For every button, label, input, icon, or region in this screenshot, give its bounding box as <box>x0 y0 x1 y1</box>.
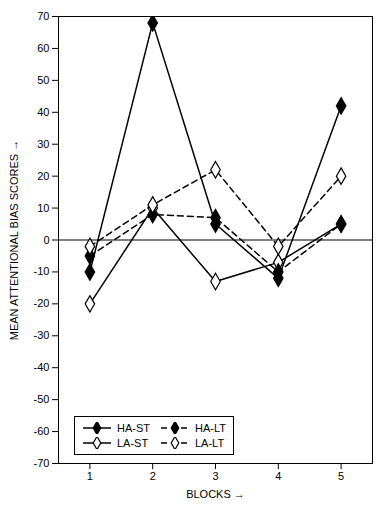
html-text:LA-LT: LA-LT <box>195 437 225 449</box>
svg-text:-10: -10 <box>34 265 50 277</box>
svg-text:-40: -40 <box>34 361 50 373</box>
svg-text:50: 50 <box>37 74 49 86</box>
svg-text:10: 10 <box>37 202 49 214</box>
html-text:HA-LT: HA-LT <box>195 422 226 434</box>
svg-text:60: 60 <box>37 42 49 54</box>
svg-text:2: 2 <box>150 470 156 482</box>
svg-text:70: 70 <box>37 10 49 22</box>
svg-text:-20: -20 <box>34 297 50 309</box>
svg-text:-70: -70 <box>34 457 50 469</box>
svg-text:3: 3 <box>212 470 218 482</box>
svg-text:BLOCKS →: BLOCKS → <box>186 488 245 500</box>
svg-text:-60: -60 <box>34 425 50 437</box>
svg-text:0: 0 <box>43 234 49 246</box>
svg-text:5: 5 <box>338 470 344 482</box>
svg-text:20: 20 <box>37 170 49 182</box>
html-text:HA-ST: HA-ST <box>117 422 150 434</box>
svg-text:30: 30 <box>37 138 49 150</box>
svg-text:1: 1 <box>87 470 93 482</box>
html-text:LA-ST: LA-ST <box>117 437 149 449</box>
svg-text:4: 4 <box>275 470 281 482</box>
svg-text:MEAN ATTENTIONAL BIAS SCORES →: MEAN ATTENTIONAL BIAS SCORES → <box>8 140 20 340</box>
svg-text:-30: -30 <box>34 329 50 341</box>
svg-text:40: 40 <box>37 106 49 118</box>
svg-text:-50: -50 <box>34 393 50 405</box>
